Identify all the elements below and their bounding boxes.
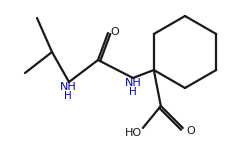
Text: O: O: [111, 27, 119, 37]
Text: H: H: [129, 87, 137, 97]
Text: NH: NH: [60, 82, 76, 92]
Text: NH: NH: [125, 78, 141, 88]
Text: O: O: [186, 126, 195, 136]
Text: H: H: [64, 91, 72, 101]
Text: HO: HO: [125, 128, 142, 138]
